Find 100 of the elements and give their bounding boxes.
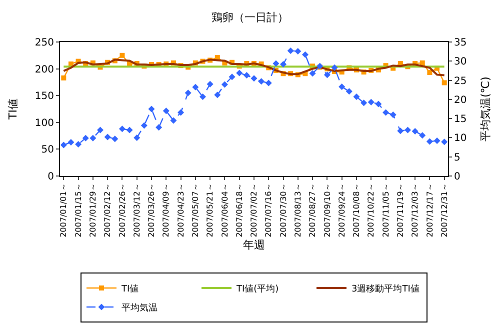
point: [426, 138, 433, 145]
legend-label: TI値: [120, 283, 139, 294]
point: [170, 117, 177, 124]
legend-label: 3週移動平均TI値: [352, 283, 420, 294]
x-tick-label: 2007/05/21～: [206, 183, 215, 238]
x-tick-label: 2007/03/12～: [132, 183, 142, 238]
point: [60, 142, 67, 148]
point: [140, 122, 148, 129]
x-tick-label: 2007/12/17～: [425, 183, 434, 238]
x-tick-label: 2007/08/13～: [294, 183, 303, 238]
x-tick-label: 2007/08/27～: [308, 183, 318, 238]
point: [134, 134, 140, 141]
x-tick-label: 2007/01/01～: [59, 183, 68, 238]
x-tick-label: 2007/10/22～: [366, 183, 376, 238]
x-tick-label: 2007/10/08～: [352, 183, 362, 238]
point: [272, 60, 280, 67]
y-tick-label: 0: [48, 172, 54, 182]
y-tick-label: 200: [34, 64, 54, 76]
x-tick-label: 2007/07/30～: [278, 183, 288, 238]
point: [236, 70, 243, 76]
point: [360, 100, 368, 106]
point: [427, 70, 432, 76]
y2-tick-label: 10: [454, 133, 467, 144]
point: [265, 80, 272, 86]
x-tick-label: 2007/11/05～: [381, 183, 390, 238]
y2-tick-label: 35: [454, 38, 467, 48]
point: [280, 60, 287, 68]
point: [82, 134, 89, 142]
point: [294, 48, 302, 54]
point: [375, 100, 382, 108]
legend-label: TI値(平均): [236, 283, 279, 294]
point: [434, 138, 440, 144]
y2-tick-label: 20: [454, 94, 467, 106]
x-axis-title: 年週: [243, 238, 265, 252]
point: [184, 90, 192, 96]
point: [397, 128, 404, 134]
point: [104, 134, 111, 140]
y-tick-label: 100: [34, 118, 54, 129]
point: [200, 94, 206, 100]
point: [118, 126, 126, 132]
x-tick-label: 2007/06/04～: [220, 183, 230, 238]
y-axis-title: TI値: [6, 98, 20, 120]
point: [420, 60, 425, 66]
point: [382, 109, 390, 116]
x-tick-label: 2007/11/19～: [396, 183, 406, 238]
point: [368, 98, 374, 106]
point: [228, 74, 236, 80]
x-tick-label: 2007/01/15～: [74, 183, 83, 238]
y2-axis-title: 平均気温(℃): [478, 76, 492, 142]
x-tick-label: 2007/12/03～: [410, 183, 420, 238]
legend-label: 平均気温: [122, 302, 158, 314]
y2-tick-label: 30: [454, 56, 467, 68]
x-tick-label: 2007/12/31～: [440, 183, 449, 238]
y-tick-label: 250: [34, 38, 54, 48]
point: [419, 132, 426, 139]
y2-tick-label: 5: [454, 152, 460, 164]
point: [206, 80, 214, 88]
x-tick-label: 2007/07/02～: [250, 183, 259, 238]
point: [97, 126, 104, 134]
x-tick-label: 2007/04/23～: [176, 183, 186, 238]
x-tick-label: 2007/04/09～: [162, 183, 171, 238]
point: [404, 126, 411, 134]
y-tick-label: 150: [34, 91, 54, 102]
point: [192, 84, 199, 90]
point: [346, 88, 352, 95]
y-tick-label: 50: [41, 144, 54, 156]
point: [243, 72, 250, 79]
x-tick-label: 2007/02/26～: [118, 183, 127, 238]
point: [442, 80, 447, 86]
point: [148, 106, 155, 112]
point: [162, 108, 170, 114]
point: [90, 134, 96, 142]
point: [324, 72, 330, 78]
x-tick-label: 2007/07/16～: [264, 183, 274, 238]
x-tick-label: 2007/05/07～: [191, 183, 200, 238]
point: [331, 64, 338, 71]
point: [221, 81, 228, 88]
point: [390, 111, 396, 118]
point: [258, 78, 265, 85]
point: [178, 109, 184, 116]
point: [68, 139, 74, 146]
point: [250, 75, 258, 82]
point: [156, 124, 162, 131]
y2-tick-label: 25: [454, 76, 467, 87]
point: [61, 75, 66, 80]
point: [287, 48, 294, 54]
y2-tick-label: 0: [454, 172, 460, 182]
point: [309, 70, 316, 77]
point: [112, 136, 118, 142]
x-tick-label: 2007/06/18～: [234, 183, 244, 238]
point: [126, 126, 133, 134]
x-tick-label: 2007/09/24～: [337, 183, 346, 238]
point: [338, 84, 346, 90]
point: [302, 51, 308, 58]
point: [441, 138, 448, 146]
point: [214, 92, 221, 98]
x-tick-label: 2007/01/29～: [88, 183, 98, 238]
point: [412, 128, 418, 134]
x-tick-label: 2007/03/26～: [147, 183, 156, 238]
point: [120, 52, 125, 58]
